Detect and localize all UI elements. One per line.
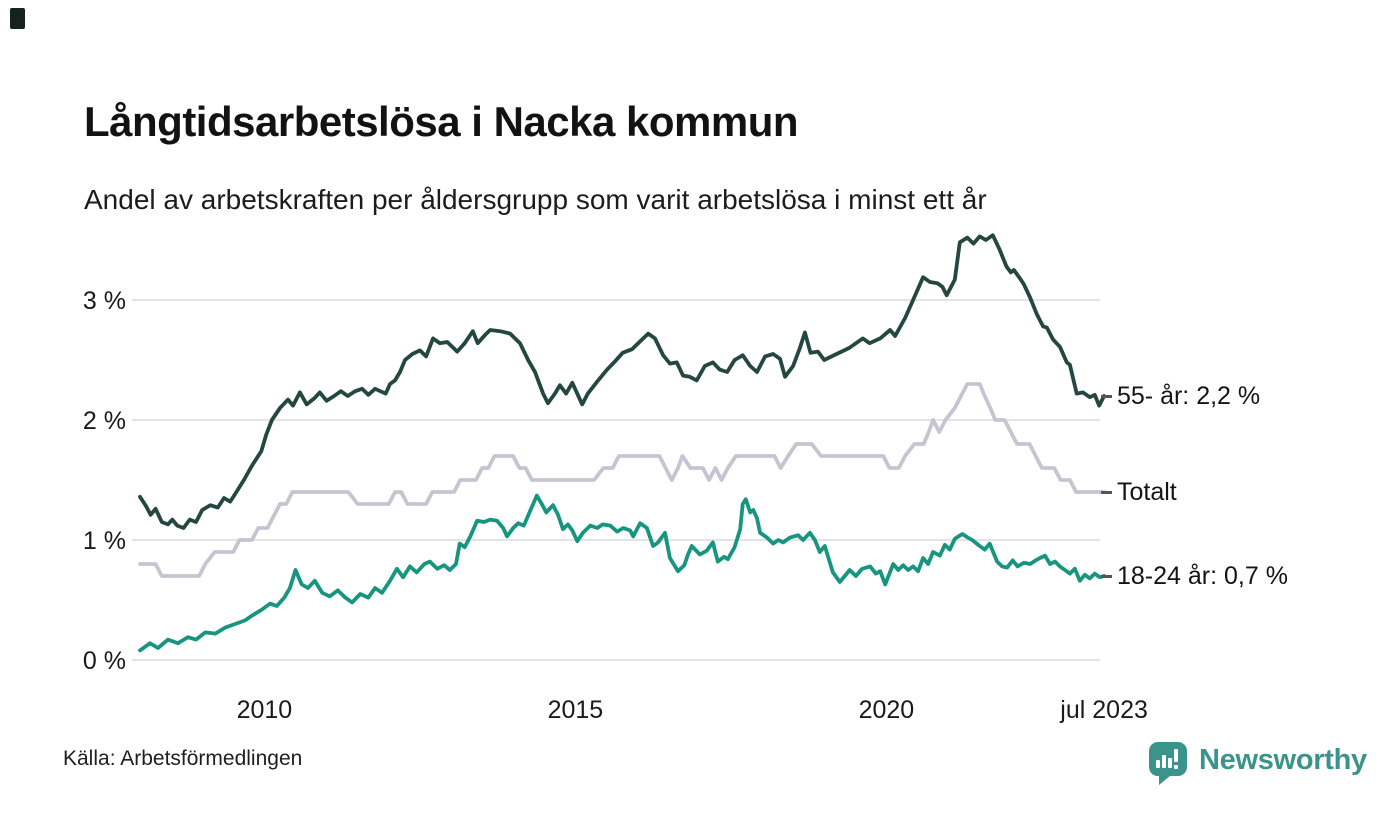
legend-label: 55- år: 2,2 % (1117, 381, 1261, 410)
x-axis-label: jul 2023 (1059, 696, 1148, 724)
newsworthy-wordmark: Newsworthy (1199, 744, 1367, 776)
legend-label: Totalt (1117, 477, 1177, 506)
legend-tick-dash (1101, 490, 1112, 494)
legend-item-55-ar: 55- år: 2,2 % (1101, 379, 1260, 413)
legend-tick-dash (1101, 574, 1112, 578)
legend-label: 18-24 år: 0,7 % (1117, 561, 1288, 590)
page-subtitle: Andel av arbetskraften per åldersgrupp s… (84, 184, 987, 215)
page-title: Långtidsarbetslösa i Nacka kommun (84, 98, 799, 146)
y-axis-label: 1 % (83, 527, 126, 555)
y-axis-label: 2 % (83, 407, 126, 435)
y-axis-label: 0 % (83, 647, 126, 675)
x-axis-label: 2020 (859, 696, 915, 724)
legend-item-totalt: Totalt (1101, 475, 1177, 509)
series-line-18-24-r (138, 493, 1106, 653)
y-axis-label: 3 % (83, 287, 126, 315)
x-axis-label: 2010 (237, 696, 293, 724)
series-line-totalt (138, 382, 1106, 578)
newsworthy-logo: Newsworthy (1147, 740, 1367, 786)
legend-item-18-24-ar: 18-24 år: 0,7 % (1101, 559, 1288, 593)
legend-tick-dash (1101, 394, 1112, 398)
corner-mark (10, 8, 25, 29)
newsworthy-bubble-icon (1148, 742, 1187, 785)
x-axis-label: 2015 (548, 696, 604, 724)
series-line-55-r (138, 233, 1106, 530)
source-attribution: Källa: Arbetsförmedlingen (63, 747, 303, 770)
